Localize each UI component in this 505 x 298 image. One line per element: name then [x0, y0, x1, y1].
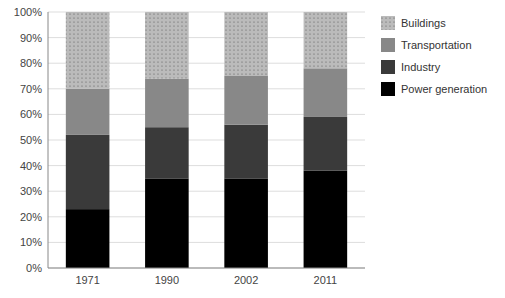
legend-swatch-texture — [381, 16, 395, 30]
y-tick-label: 70% — [20, 83, 42, 95]
y-tick-label: 80% — [20, 57, 42, 69]
grid — [48, 12, 365, 268]
bar-texture — [304, 12, 348, 68]
legend-label: Buildings — [401, 17, 446, 29]
y-tick-label: 0% — [26, 262, 42, 274]
bar-segment — [304, 171, 348, 268]
x-tick-label: 1990 — [155, 274, 179, 286]
bar-segment — [66, 209, 110, 268]
bar-texture — [66, 12, 110, 89]
y-axis-line — [48, 12, 49, 268]
bar-segment — [145, 79, 189, 128]
bar-segment — [224, 12, 268, 76]
bar-texture — [145, 12, 189, 79]
chart: 0% 10% 20% 30% 40% 50% 60% 70% 80% 90% 100% 1971 199… — [0, 0, 505, 298]
legend-label: Industry — [401, 61, 441, 73]
legend-swatch — [381, 82, 395, 96]
y-tick-label: 10% — [20, 236, 42, 248]
legend-swatch — [381, 38, 395, 52]
bar-segment — [304, 12, 348, 68]
bar-segment — [66, 89, 110, 135]
bar-segment — [224, 76, 268, 125]
bar-segment — [66, 135, 110, 209]
bar-segment — [224, 178, 268, 268]
bar-texture — [224, 12, 268, 76]
x-tick-label: 2011 — [314, 274, 338, 286]
legend-label: Power generation — [401, 83, 487, 95]
bar-segment — [304, 117, 348, 171]
bar-segment — [145, 178, 189, 268]
y-tick-label: 90% — [20, 32, 42, 44]
grid-line — [48, 268, 365, 269]
y-tick-label: 50% — [20, 134, 42, 146]
bar-segment — [224, 125, 268, 179]
y-tick-label: 30% — [20, 185, 42, 197]
bar-segment — [66, 12, 110, 89]
legend-swatch — [381, 16, 395, 30]
legend-swatch — [381, 60, 395, 74]
bar-segment — [145, 127, 189, 178]
legend: Buildings Transportation Industry Power gen… — [381, 16, 487, 96]
bars — [66, 12, 347, 268]
bar-segment — [304, 68, 348, 117]
x-tick-label: 1971 — [75, 274, 99, 286]
y-tick-label: 60% — [20, 108, 42, 120]
bar-segment — [145, 12, 189, 79]
x-axis-line — [48, 268, 365, 269]
y-tick-label: 20% — [20, 211, 42, 223]
x-tick-label: 2002 — [234, 274, 258, 286]
y-tick-label: 100% — [14, 6, 42, 18]
legend-label: Transportation — [401, 39, 472, 51]
y-tick-label: 40% — [20, 160, 42, 172]
